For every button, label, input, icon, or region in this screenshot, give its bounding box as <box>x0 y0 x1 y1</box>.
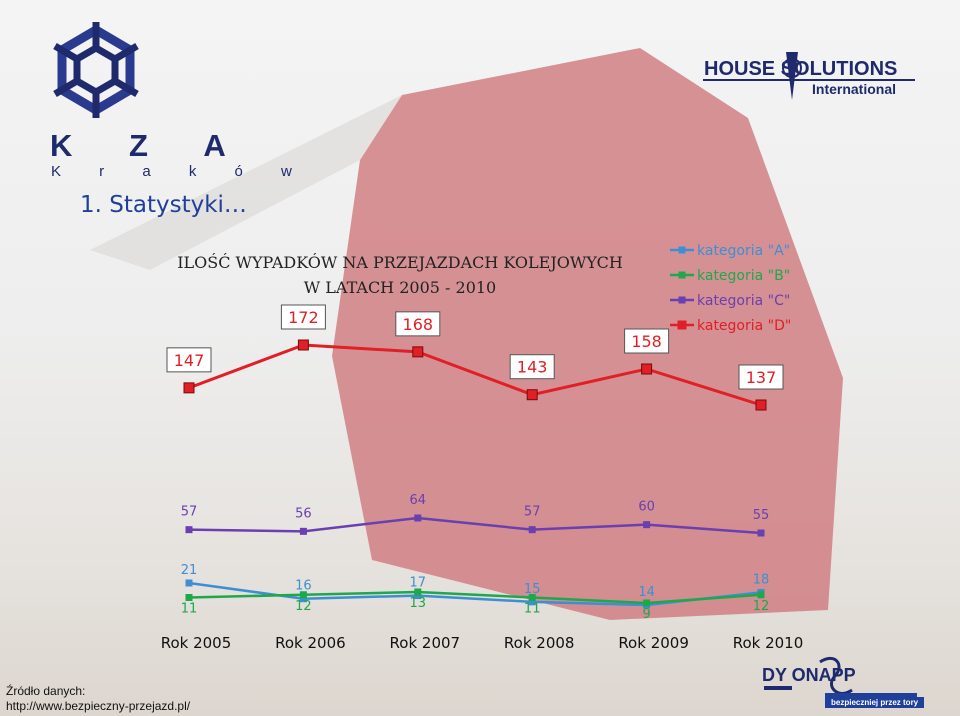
legend-label: kategoria "B" <box>697 268 790 284</box>
data-label: 14 <box>638 585 655 600</box>
data-point <box>299 591 307 599</box>
plot-area: 21 16 17 15 14 18 11 12 13 11 9 12 57 56 64 57 60 55 147 17… <box>166 304 784 622</box>
house-solutions-logo-mark <box>703 52 915 100</box>
data-label: 16 <box>295 579 312 594</box>
data-label: 64 <box>410 493 427 508</box>
data-label: 57 <box>181 505 198 520</box>
data-point <box>299 527 307 535</box>
data-point <box>755 399 767 411</box>
series-line <box>188 590 762 605</box>
data-point <box>528 594 536 601</box>
data-label: 12 <box>295 599 312 614</box>
data-label: 60 <box>638 500 655 515</box>
data-point <box>185 526 193 534</box>
kza-logo-emblem <box>53 22 139 118</box>
legend-label: kategoria "D" <box>697 318 791 334</box>
data-label: 57 <box>524 505 541 520</box>
slide-heading: 1. Statystyki… <box>80 192 247 218</box>
data-label: 18 <box>753 572 770 587</box>
data-point <box>414 588 422 596</box>
data-label: 13 <box>410 596 427 611</box>
data-label: 21 <box>181 563 198 578</box>
legend-item: kategoria "B" <box>670 268 790 284</box>
data-point <box>412 346 424 358</box>
x-tick-label: Rok 2010 <box>733 634 804 652</box>
data-label-box <box>280 304 326 330</box>
series-line <box>188 343 762 407</box>
kza-logo-city: K r a k ó w <box>51 163 309 180</box>
series-3: 57 56 64 57 60 55 <box>181 493 770 537</box>
data-label-box <box>166 347 212 373</box>
series-2: 11 12 13 11 9 12 <box>181 588 770 622</box>
legend-swatch-marker <box>678 271 686 279</box>
x-tick-label: Rok 2005 <box>161 634 232 652</box>
data-label-box <box>738 364 784 390</box>
data-label: 17 <box>410 576 427 591</box>
data-point <box>183 382 195 394</box>
data-point <box>185 594 193 601</box>
data-label: 168 <box>403 315 434 334</box>
data-label: 11 <box>524 602 541 617</box>
data-label-box <box>509 354 555 380</box>
data-point <box>528 598 536 606</box>
chart-title-line2: W LATACH 2005 - 2010 <box>304 278 496 297</box>
data-label: 56 <box>295 506 312 521</box>
house-solutions-logo-subtitle: International <box>812 81 897 97</box>
data-point <box>414 592 422 600</box>
data-point <box>757 591 765 599</box>
data-label: 11 <box>181 602 198 617</box>
data-point <box>414 514 422 522</box>
x-tick-label: Rok 2007 <box>390 634 461 652</box>
series-4: 147 172 168 143 158 137 <box>166 304 784 411</box>
x-tick-label: Rok 2006 <box>275 634 346 652</box>
data-point <box>299 595 307 603</box>
legend-item: kategoria "A" <box>670 243 790 259</box>
data-label: 137 <box>746 368 777 387</box>
data-label: 15 <box>524 582 541 597</box>
data-point <box>297 339 309 351</box>
data-source-label: Źródło danych: <box>6 684 86 698</box>
data-label-box <box>624 328 670 354</box>
data-label: 172 <box>288 308 319 327</box>
chart-title-line1: ILOŚĆ WYPADKÓW NA PRZEJAZDACH KOLEJOWYCH <box>177 252 623 272</box>
data-point <box>641 363 653 375</box>
data-point <box>526 389 538 401</box>
house-solutions-logo-text: HOUSE SOLUTIONS <box>704 58 898 80</box>
series-line <box>188 516 762 535</box>
legend-swatch-marker <box>678 246 686 254</box>
data-label: 158 <box>631 332 662 351</box>
dysonapp-logo-tagline: bezpieczniej przez tory <box>825 697 925 708</box>
x-axis-labels: Rok 2005 Rok 2006 Rok 2007 Rok 2008 Rok 2009… <box>161 634 804 652</box>
dysonapp-logo-text: DY ONAPP <box>762 665 856 685</box>
data-point <box>643 521 651 529</box>
data-label: 55 <box>753 508 770 523</box>
data-point <box>185 579 193 587</box>
data-label: 143 <box>517 358 548 377</box>
x-tick-label: Rok 2009 <box>618 634 689 652</box>
data-point <box>757 529 765 537</box>
data-label: 9 <box>642 607 650 622</box>
data-label-box <box>395 311 441 337</box>
kza-logo-text: K Z A <box>50 128 250 163</box>
legend-item: kategoria "C" <box>670 293 790 309</box>
data-source-url: http://www.bezpieczny-przejazd.pl/ <box>6 699 191 713</box>
data-source-note: Źródło danych: http://www.bezpieczny-prz… <box>6 684 190 714</box>
legend-swatch-marker <box>678 296 686 304</box>
legend-label: kategoria "A" <box>697 243 790 259</box>
legend-swatch-marker <box>677 320 687 330</box>
chart-legend: kategoria "A" kategoria "B" kategoria "C" k… <box>670 243 791 334</box>
data-point <box>643 599 651 607</box>
legend-item: kategoria "D" <box>670 318 791 334</box>
background-gray-shape <box>90 95 402 270</box>
legend-label: kategoria "C" <box>697 293 790 309</box>
data-label: 12 <box>753 599 770 614</box>
background-red-shape <box>332 48 843 620</box>
data-point <box>528 526 536 534</box>
x-tick-label: Rok 2008 <box>504 634 575 652</box>
data-label: 147 <box>174 351 205 370</box>
